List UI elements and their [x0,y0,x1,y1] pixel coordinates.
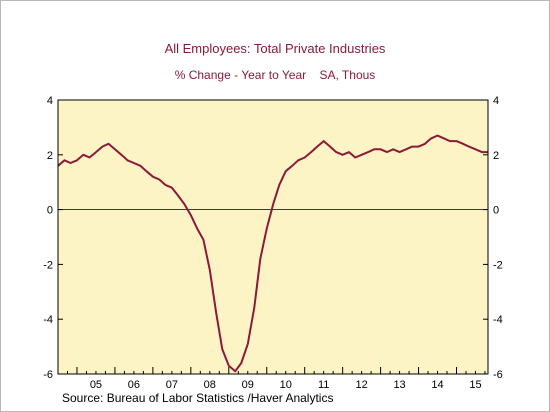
x-tick-label: 08 [204,379,216,391]
chart-title: All Employees: Total Private Industries [165,41,386,56]
x-tick-label: 11 [318,379,329,391]
axis-tick-labels: 4 4 2 2 0 0 -2 -2 -4 -4 -6 -6 05 06 07 08 09 10 11 12 13 14 15 [43,95,503,391]
axis-ticks [57,99,488,375]
x-tick-label: 12 [355,379,367,391]
y-tick-label-left: 0 [47,205,53,217]
y-tick-label-right: 0 [493,205,499,217]
x-tick-label: 13 [393,379,405,391]
y-tick-label-left: -2 [43,259,53,271]
x-tick-label: 10 [280,379,292,391]
y-tick-label-right: -6 [493,369,503,381]
y-tick-label-right: -4 [493,314,503,326]
y-tick-label-left: -6 [43,369,53,381]
x-tick-label: 05 [90,379,102,391]
chart-subtitle: % Change - Year to Year SA, Thous [175,68,376,82]
x-tick-label: 15 [469,379,481,391]
x-tick-label: 07 [166,379,178,391]
y-tick-label-left: -4 [43,314,53,326]
y-tick-label-right: 4 [493,95,499,107]
plot-area [58,100,488,374]
x-tick-label: 06 [128,379,140,391]
y-tick-label-right: 2 [493,150,499,162]
y-tick-label-left: 4 [47,95,53,107]
y-tick-label-left: 2 [47,150,53,162]
source-note: Source: Bureau of Labor Statistics /Have… [62,391,333,405]
series-line [57,134,488,373]
x-tick-label: 14 [431,379,443,391]
plot-border [57,99,489,375]
x-tick-label: 09 [242,379,254,391]
y-tick-label-right: -2 [493,259,503,271]
